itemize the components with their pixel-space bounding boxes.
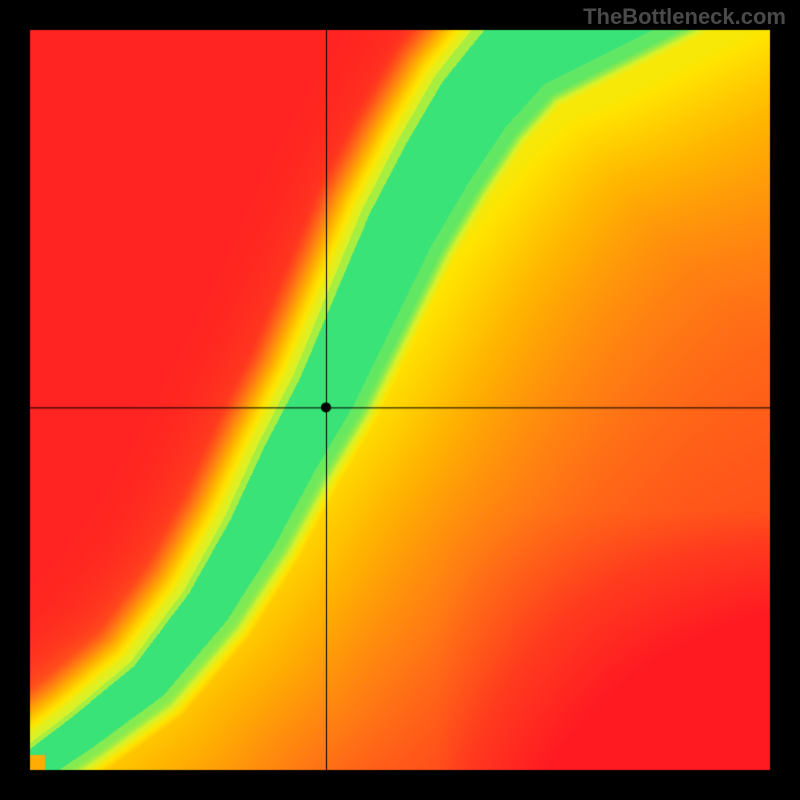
chart-container: TheBottleneck.com	[0, 0, 800, 800]
heatmap-canvas	[0, 0, 800, 800]
watermark-text: TheBottleneck.com	[583, 4, 786, 30]
